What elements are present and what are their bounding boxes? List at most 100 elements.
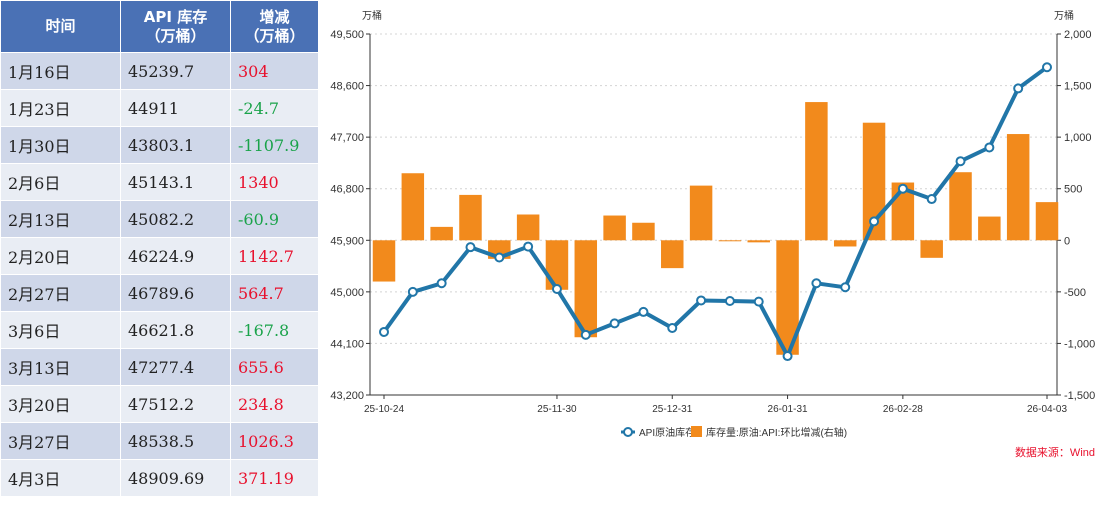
change-cell: 234.8 bbox=[230, 385, 319, 423]
line-point bbox=[436, 278, 447, 289]
x-tick-label: 25-12-31 bbox=[652, 404, 692, 415]
left-tick-label: 45,000 bbox=[330, 287, 364, 299]
date-cell: 2月20日 bbox=[0, 237, 121, 275]
bar-mark bbox=[978, 216, 1001, 241]
date-cell: 3月20日 bbox=[0, 385, 121, 423]
bar-mark bbox=[632, 222, 655, 241]
date-cell: 1月23日 bbox=[0, 89, 121, 127]
line-point bbox=[696, 295, 707, 306]
table-row: 1月30日 43803.1 -1107.9 bbox=[0, 126, 319, 164]
bar-mark bbox=[430, 226, 453, 241]
stock-cell: 47277.4 bbox=[120, 348, 231, 386]
line-point bbox=[667, 322, 678, 333]
bar-mark bbox=[949, 172, 972, 241]
date-cell: 3月13日 bbox=[0, 348, 121, 386]
change-cell: 1026.3 bbox=[230, 422, 319, 460]
api-stock-chart: 49,500 2,000 48,600 1,500 47,700 1,000 46,800 5… bbox=[318, 0, 1101, 507]
table-row: 2月6日 45143.1 1340 bbox=[0, 163, 319, 201]
bar-mark bbox=[401, 173, 425, 241]
bar-mark bbox=[603, 215, 626, 241]
date-cell: 1月30日 bbox=[0, 126, 121, 164]
change-cell: 655.6 bbox=[230, 348, 319, 386]
bar-mark bbox=[1006, 134, 1030, 241]
bar-mark bbox=[920, 240, 943, 258]
table-row: 1月16日 45239.7 304 bbox=[0, 52, 319, 90]
stock-cell: 45082.2 bbox=[120, 200, 231, 238]
stock-cell: 44911 bbox=[120, 89, 231, 127]
stock-cell: 48538.5 bbox=[120, 422, 231, 460]
right-tick-label: 2,000 bbox=[1064, 29, 1092, 41]
stock-cell: 45143.1 bbox=[120, 163, 231, 201]
header-stock-line1: API 库存 bbox=[143, 7, 208, 26]
header-stock: API 库存 （万桶） bbox=[120, 0, 231, 53]
right-tick-label: 1,500 bbox=[1064, 81, 1092, 93]
change-cell: -24.7 bbox=[230, 89, 319, 127]
right-tick-label: 1,000 bbox=[1064, 132, 1092, 144]
line-point bbox=[753, 296, 764, 307]
line-point bbox=[638, 306, 649, 317]
x-tick-label: 25-10-24 bbox=[364, 404, 404, 415]
bar-mark bbox=[1035, 202, 1059, 241]
line-point bbox=[811, 278, 822, 289]
bar-mark bbox=[805, 102, 828, 241]
change-cell: -60.9 bbox=[230, 200, 319, 238]
line-point bbox=[1042, 62, 1052, 73]
change-cell: -167.8 bbox=[230, 311, 319, 349]
legend-line-marker bbox=[623, 427, 633, 437]
date-cell: 3月6日 bbox=[0, 311, 121, 349]
bar-mark bbox=[574, 240, 598, 338]
line-point bbox=[724, 296, 735, 307]
table-row: 3月13日 47277.4 655.6 bbox=[0, 348, 319, 386]
line-point bbox=[551, 283, 562, 294]
date-cell: 2月27日 bbox=[0, 274, 121, 312]
date-cell: 1月16日 bbox=[0, 52, 121, 90]
stock-cell: 46224.9 bbox=[120, 237, 231, 275]
bar-mark bbox=[862, 122, 886, 241]
line-point bbox=[955, 156, 966, 167]
bar-mark bbox=[776, 240, 799, 355]
line-point bbox=[869, 216, 880, 227]
change-cell: -1107.9 bbox=[230, 126, 319, 164]
legend-bar-swatch bbox=[691, 426, 702, 437]
bar-mark bbox=[833, 240, 857, 247]
bar-mark bbox=[545, 240, 569, 290]
table-body: 1月16日 45239.7 304 1月23日 44911 -24.7 1月30日 43803… bbox=[0, 52, 319, 497]
bar-mark bbox=[372, 240, 396, 282]
right-tick-label: 500 bbox=[1064, 184, 1082, 196]
right-tick-label: -1,000 bbox=[1064, 338, 1095, 350]
line-point bbox=[897, 183, 908, 194]
change-cell: 1142.7 bbox=[230, 237, 319, 275]
line-point bbox=[407, 286, 418, 297]
line-point bbox=[379, 326, 389, 337]
right-tick-label: 0 bbox=[1064, 235, 1070, 247]
change-cell: 304 bbox=[230, 52, 319, 90]
table-row: 3月6日 46621.8 -167.8 bbox=[0, 311, 319, 349]
left-tick-label: 45,900 bbox=[330, 235, 364, 247]
line-point bbox=[926, 194, 937, 205]
left-unit-label: 万桶 bbox=[362, 9, 382, 22]
header-change-line2: （万桶） bbox=[244, 26, 305, 45]
bar-mark bbox=[459, 194, 482, 241]
header-date: 时间 bbox=[0, 0, 121, 53]
date-cell: 2月6日 bbox=[0, 163, 121, 201]
source-label: 数据来源：Wind bbox=[1015, 445, 1095, 459]
right-tick-label: -500 bbox=[1064, 287, 1086, 299]
line-point bbox=[523, 241, 534, 252]
bar-mark bbox=[718, 240, 742, 242]
bar-mark bbox=[689, 185, 713, 241]
left-tick-label: 43,200 bbox=[330, 390, 364, 402]
x-tick-label: 25-11-30 bbox=[537, 404, 577, 415]
table-row: 3月27日 48538.5 1026.3 bbox=[0, 422, 319, 460]
stock-cell: 48909.69 bbox=[120, 459, 231, 497]
bar-mark bbox=[516, 214, 540, 241]
table-row: 2月27日 46789.6 564.7 bbox=[0, 274, 319, 312]
x-tick-label: 26-02-28 bbox=[883, 404, 923, 415]
date-cell: 3月27日 bbox=[0, 422, 121, 460]
x-tick-label: 26-01-31 bbox=[768, 404, 808, 415]
bar-mark bbox=[747, 240, 770, 243]
date-cell: 2月13日 bbox=[0, 200, 121, 238]
line-point bbox=[782, 351, 793, 362]
line-point bbox=[494, 252, 505, 263]
header-stock-line2: （万桶） bbox=[145, 26, 206, 45]
header-change-line1: 增减 bbox=[259, 7, 290, 26]
